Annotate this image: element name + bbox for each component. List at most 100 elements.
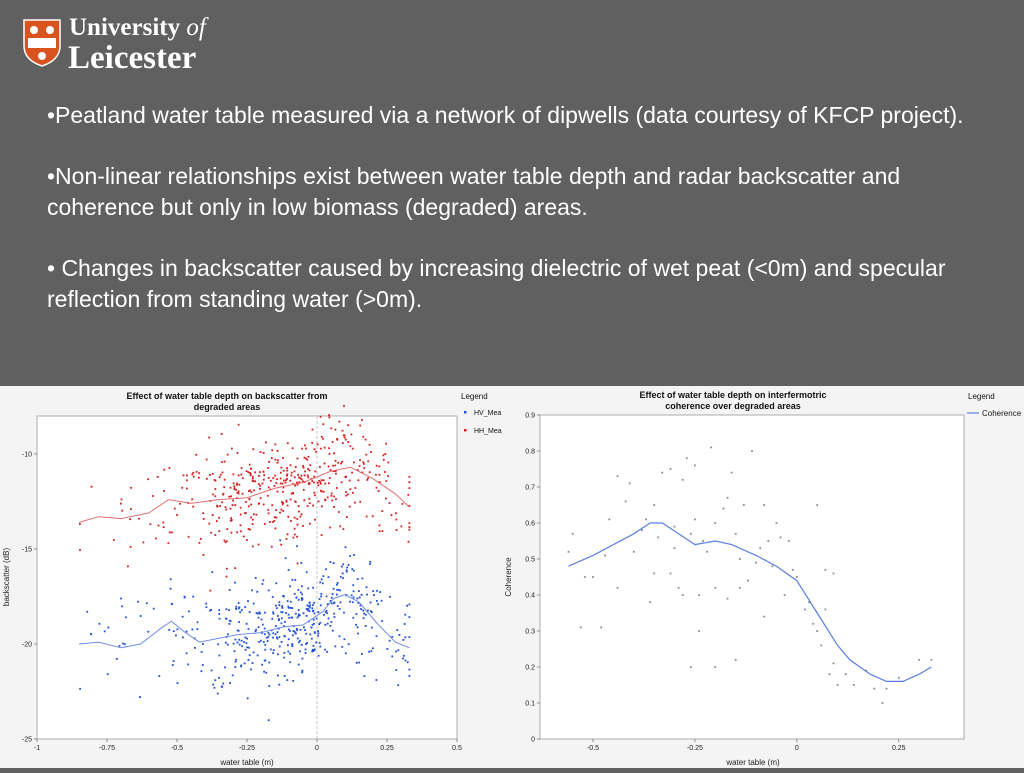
scatter-point: [365, 586, 368, 589]
scatter-point: [214, 488, 217, 490]
scatter-point: [255, 612, 258, 614]
scatter-point: [742, 504, 745, 506]
scatter-point: [240, 609, 243, 611]
scatter-point: [308, 482, 311, 485]
scatter-point: [312, 610, 314, 613]
scatter-point: [145, 602, 148, 605]
legend-coherence: Coherence: [982, 409, 1022, 418]
scatter-point: [257, 616, 260, 619]
scatter-point: [209, 609, 211, 612]
axis-ticks: -0.5 -0.25 0 0.25 0 0.1 0.2 0.3 0.4 0.5 0.6 0.7 0.8 0…: [525, 413, 905, 753]
scatter-point: [853, 684, 855, 686]
scatter-point: [333, 506, 335, 508]
scatter-point: [363, 675, 366, 678]
scatter-point: [897, 676, 900, 679]
scatter-point: [290, 471, 293, 474]
scatter-point: [698, 630, 700, 632]
scatter-point: [306, 474, 309, 477]
scatter-point: [384, 471, 386, 473]
scatter-point: [395, 512, 397, 515]
scatter-point: [395, 529, 398, 531]
x-tick-label: -0.5: [171, 745, 183, 752]
scatter-point: [324, 498, 326, 501]
scatter-point: [816, 504, 819, 506]
scatter-point: [337, 461, 340, 464]
scatter-point: [300, 474, 303, 477]
scatter-point: [726, 496, 729, 499]
scatter-point: [248, 654, 251, 657]
scatter-point: [271, 596, 274, 598]
scatter-points: [79, 405, 411, 722]
scatter-point: [326, 612, 328, 615]
scatter-point: [284, 635, 286, 638]
scatter-point: [604, 554, 607, 557]
scatter-point: [245, 622, 248, 625]
scatter-point: [330, 602, 333, 605]
scatter-point: [346, 566, 348, 569]
scatter-point: [286, 600, 289, 602]
scatter-point: [673, 525, 676, 528]
scatter-point: [289, 600, 292, 603]
scatter-point: [218, 609, 221, 612]
scatter-point: [291, 645, 294, 648]
scatter-point: [408, 528, 411, 531]
scatter-point: [192, 505, 195, 508]
coherence-chart-panel: Effect of water table depth on interferm…: [503, 386, 1024, 768]
scatter-point: [217, 643, 220, 646]
scatter-point: [250, 491, 253, 493]
chart-title: coherence over degraded areas: [665, 401, 801, 411]
scatter-point: [272, 636, 274, 639]
scatter-point: [689, 532, 692, 535]
scatter-point: [275, 636, 278, 639]
scatter-point: [301, 671, 304, 674]
scatter-point: [240, 639, 243, 642]
scatter-point: [191, 498, 194, 501]
scatter-point: [357, 479, 360, 482]
scatter-point: [298, 641, 300, 644]
scatter-point: [182, 474, 185, 477]
scatter-point: [251, 477, 254, 480]
scatter-point: [319, 447, 322, 450]
shield-icon: [23, 19, 61, 67]
scatter-point: [397, 684, 400, 687]
scatter-point: [288, 616, 291, 619]
scatter-point: [245, 642, 248, 645]
scatter-point: [368, 443, 371, 446]
scatter-point: [120, 498, 123, 501]
scatter-point: [320, 578, 323, 581]
scatter-point: [225, 575, 228, 578]
scatter-point: [228, 589, 231, 591]
scatter-point: [214, 534, 217, 536]
scatter-point: [345, 491, 347, 493]
scatter-point: [307, 605, 310, 608]
scatter-point: [241, 492, 244, 495]
chart-title: degraded areas: [194, 402, 261, 412]
scatter-point: [272, 477, 275, 479]
x-tick-label: 0.5: [452, 745, 462, 752]
scatter-point: [286, 473, 289, 476]
trend-line: [78, 466, 410, 523]
scatter-point: [305, 457, 307, 460]
x-tick-label: -0.5: [587, 745, 599, 752]
scatter-point: [98, 622, 101, 625]
scatter-point: [227, 633, 229, 636]
scatter-point: [734, 658, 737, 661]
bullet-item: •Peatland water table measured via a net…: [47, 102, 964, 128]
scatter-point: [328, 416, 331, 419]
scatter-point: [251, 589, 253, 592]
scatter-point: [239, 611, 242, 614]
scatter-point: [317, 484, 320, 487]
scatter-point: [344, 652, 347, 655]
scatter-point: [268, 661, 271, 664]
scatter-point: [378, 465, 381, 468]
scatter-point: [218, 476, 221, 478]
scatter-point: [382, 458, 385, 461]
scatter-point: [229, 507, 232, 510]
scatter-point: [188, 610, 190, 613]
scatter-point: [162, 526, 165, 529]
scatter-point: [256, 590, 259, 593]
scatter-point: [139, 615, 142, 617]
scatter-point: [379, 591, 382, 593]
scatter-point: [402, 657, 404, 660]
scatter-point: [283, 675, 286, 677]
